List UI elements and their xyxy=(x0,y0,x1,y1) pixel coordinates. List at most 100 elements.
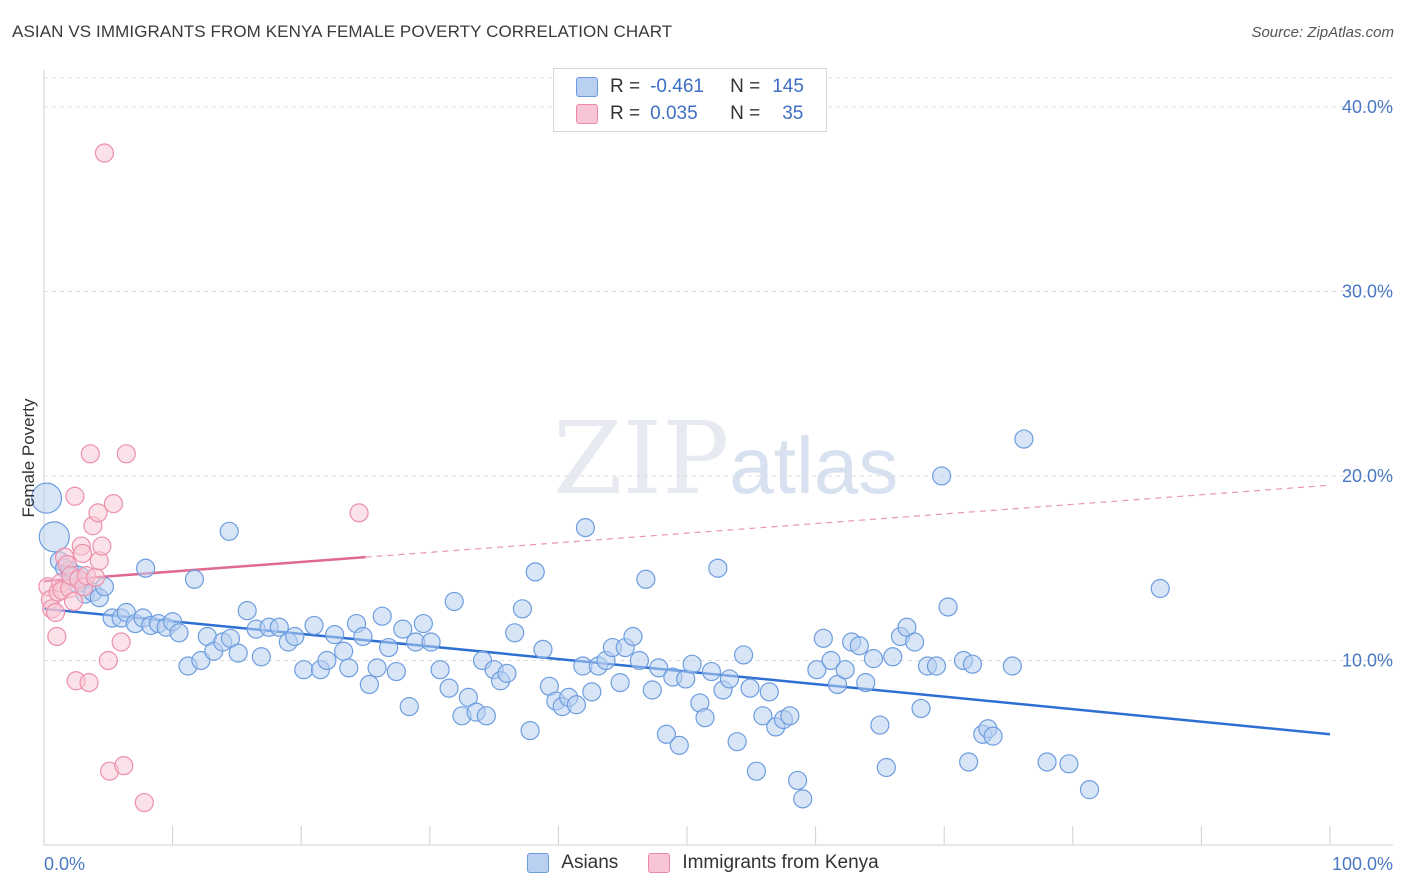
asian-point xyxy=(610,673,630,693)
asian-point xyxy=(623,626,643,647)
asian-point xyxy=(821,650,841,671)
asian-point xyxy=(787,770,808,791)
kenya-point xyxy=(47,626,67,647)
asian-point xyxy=(1037,752,1057,772)
kenya-point xyxy=(88,503,108,523)
watermark: ZIPatlas xyxy=(553,400,898,517)
legend-r-label: R = xyxy=(610,103,641,124)
kenya-point xyxy=(94,143,115,163)
asian-point xyxy=(191,650,211,671)
asian-point xyxy=(1059,754,1079,774)
watermark-zip: ZIP xyxy=(553,400,730,517)
asian-point xyxy=(905,632,925,652)
asian-point xyxy=(708,558,728,578)
kenya-point xyxy=(65,486,85,506)
kenya-point xyxy=(103,494,124,514)
asian-point xyxy=(780,706,800,726)
asian-point xyxy=(399,697,419,717)
asian-point xyxy=(444,591,464,612)
chart-title: ASIAN VS IMMIGRANTS FROM KENYA FEMALE PO… xyxy=(12,22,673,41)
asian-point xyxy=(876,757,896,778)
asian-point xyxy=(701,661,722,682)
asian-point xyxy=(237,601,257,621)
asian-point xyxy=(393,619,413,639)
series-swatch-asians xyxy=(527,853,550,873)
asian-point xyxy=(512,599,532,619)
asian-point xyxy=(220,628,241,648)
series-swatch-kenya xyxy=(648,853,671,873)
asian-point xyxy=(883,647,903,667)
asian-point xyxy=(582,682,602,702)
asian-point xyxy=(656,724,677,744)
asian-point xyxy=(642,680,662,700)
asian-point xyxy=(525,562,545,582)
asian-point xyxy=(251,647,271,667)
asian-point xyxy=(727,732,747,752)
asian-point xyxy=(505,623,525,643)
asian-point xyxy=(379,637,399,658)
legend-n-value: 35 xyxy=(782,103,804,124)
series-label-kenya: Immigrants from Kenya xyxy=(682,852,879,873)
series-label-asians: Asians xyxy=(561,852,619,873)
legend-r-label: R = xyxy=(610,76,641,97)
kenya-point xyxy=(92,536,112,556)
kenya-point xyxy=(111,632,131,652)
asian-point xyxy=(1150,578,1170,599)
axes xyxy=(43,70,1393,846)
asian-point xyxy=(339,658,359,678)
asian-point xyxy=(169,623,189,643)
asian-point xyxy=(566,695,587,715)
asian-point xyxy=(983,726,1003,746)
asian-point xyxy=(849,636,869,656)
asian-point xyxy=(334,641,354,661)
kenya-point xyxy=(80,444,100,464)
asian-point xyxy=(430,660,450,680)
asian-point xyxy=(1002,656,1022,676)
series-legend-kenya[interactable]: Immigrants from Kenya xyxy=(648,852,879,874)
asian-point xyxy=(695,708,715,728)
y-tick-label: 20.0% xyxy=(1342,466,1393,486)
kenya-point xyxy=(116,444,136,464)
asian-point xyxy=(497,663,517,683)
asian-point xyxy=(1014,429,1034,449)
asian-point xyxy=(719,669,740,689)
correlation-legend: R = -0.461 N = 145 R = 0.035 N = 35 xyxy=(553,68,827,132)
y-tick-label: 30.0% xyxy=(1342,281,1393,301)
legend-r-value: 0.035 xyxy=(650,103,698,124)
source-credit: Source: ZipAtlas.com xyxy=(1251,24,1394,41)
asian-point xyxy=(856,673,876,693)
kenya-point xyxy=(79,673,99,693)
asian-point xyxy=(759,682,779,702)
asian-point xyxy=(367,658,387,678)
y-tick-label: 10.0% xyxy=(1342,650,1393,670)
series-legend-asians[interactable]: Asians xyxy=(527,852,618,874)
asian-point xyxy=(897,617,917,637)
legend-n-value: 145 xyxy=(772,76,804,97)
asian-point xyxy=(746,761,767,781)
kenya-point xyxy=(349,503,369,523)
asian-point xyxy=(932,466,952,486)
asian-point xyxy=(959,752,979,772)
asian-point xyxy=(304,615,324,636)
asian-point xyxy=(359,674,379,695)
asian-point xyxy=(317,650,337,671)
asian-point xyxy=(1079,780,1100,800)
asian-point xyxy=(413,613,433,634)
kenya-point xyxy=(98,650,118,671)
asian-point xyxy=(835,660,855,680)
axis-labels: 10.0% 20.0% 30.0% 40.0% 0.0% 100.0% Female Pov… xyxy=(19,97,1393,874)
data-points xyxy=(30,143,1170,813)
y-tick-label: 40.0% xyxy=(1342,97,1393,117)
asian-point xyxy=(520,720,540,741)
asian-point xyxy=(135,558,156,578)
asian-point xyxy=(458,687,478,707)
asian-point xyxy=(421,632,441,652)
watermark-atlas: atlas xyxy=(729,421,899,510)
asian-point xyxy=(228,643,248,663)
asian-point xyxy=(926,656,947,676)
kenya-point xyxy=(72,543,93,564)
asian-point xyxy=(753,706,773,726)
asian-point xyxy=(629,650,650,671)
kenya-trend-extension xyxy=(365,484,1331,558)
legend-n-label: N = xyxy=(730,76,761,97)
